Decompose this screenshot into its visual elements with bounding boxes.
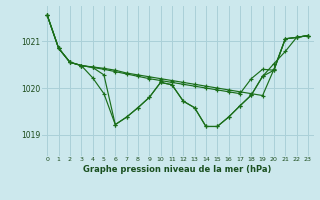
X-axis label: Graphe pression niveau de la mer (hPa): Graphe pression niveau de la mer (hPa) [84,165,272,174]
